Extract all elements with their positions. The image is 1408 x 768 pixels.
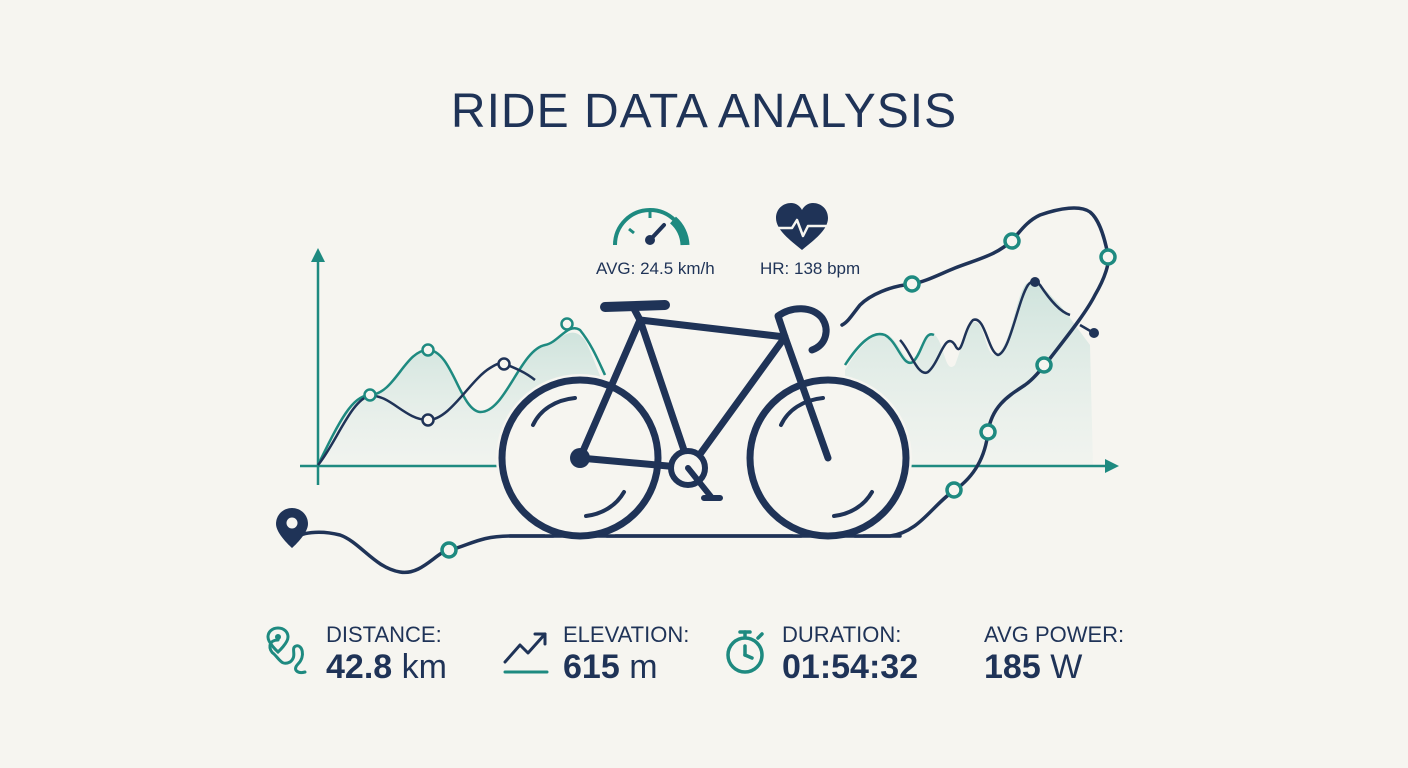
stat-number: 615 <box>563 648 620 686</box>
avg-power-stat: AVG POWER: 185 W <box>984 618 1134 688</box>
right-chart-teal-line <box>843 332 935 366</box>
left-chart-point <box>497 357 511 371</box>
right-chart-point <box>1030 277 1040 287</box>
route-waypoint <box>903 275 921 293</box>
right-chart <box>843 277 1119 473</box>
stat-value: 42.8 km <box>326 648 447 687</box>
stat-label: AVG POWER: <box>984 622 1125 647</box>
route <box>276 206 1117 575</box>
right-chart-x-arrow <box>1105 459 1119 473</box>
right-chart-point <box>1089 328 1099 338</box>
distance-stat: DISTANCE: 42.8 km <box>326 618 506 688</box>
stat-value: 615 m <box>563 648 658 687</box>
right-chart-area <box>845 281 1093 466</box>
bicycle-icon <box>496 300 912 542</box>
stat-number: 42.8 <box>326 648 393 686</box>
page-title: RIDE DATA ANALYSIS <box>450 85 958 138</box>
stat-value: 01:54:32 <box>782 648 918 687</box>
stat-unit: m <box>629 648 658 686</box>
stat-number: 185 <box>984 648 1041 686</box>
route-waypoint <box>1035 356 1053 374</box>
bike-handlebar <box>774 305 830 354</box>
route-waypoint <box>1099 248 1117 266</box>
left-chart-point <box>560 317 574 331</box>
stat-unit: W <box>1050 648 1083 686</box>
left-chart-y-arrow <box>311 248 325 262</box>
left-chart-point <box>363 388 377 402</box>
elevation-trend-icon <box>503 632 549 674</box>
heart-rate-label: HR: 138 bpm <box>760 259 861 278</box>
route-waypoint <box>440 541 458 559</box>
map-pin-icon <box>276 508 308 548</box>
speedometer-icon <box>613 208 690 246</box>
elevation-stat: ELEVATION: 615 m <box>563 618 723 688</box>
stat-value: 185 W <box>984 648 1082 687</box>
route-waypoint <box>945 481 963 499</box>
avg-speed-label: AVG: 24.5 km/h <box>596 259 715 278</box>
stat-label: DISTANCE: <box>326 622 442 647</box>
stat-number: 01:54:32 <box>782 648 919 686</box>
bike-saddle <box>600 300 670 312</box>
stat-unit: km <box>401 648 447 686</box>
stat-label: DURATION: <box>782 622 902 647</box>
left-chart-point <box>421 413 435 427</box>
heart-rate-icon <box>776 203 828 250</box>
left-chart-point <box>421 343 435 357</box>
route-waypoint <box>979 423 997 441</box>
duration-stat: DURATION: 01:54:32 <box>782 618 952 688</box>
route-icon <box>266 626 307 674</box>
stat-label: ELEVATION: <box>563 622 690 647</box>
stopwatch-icon <box>726 630 764 674</box>
route-waypoint <box>1003 232 1021 250</box>
